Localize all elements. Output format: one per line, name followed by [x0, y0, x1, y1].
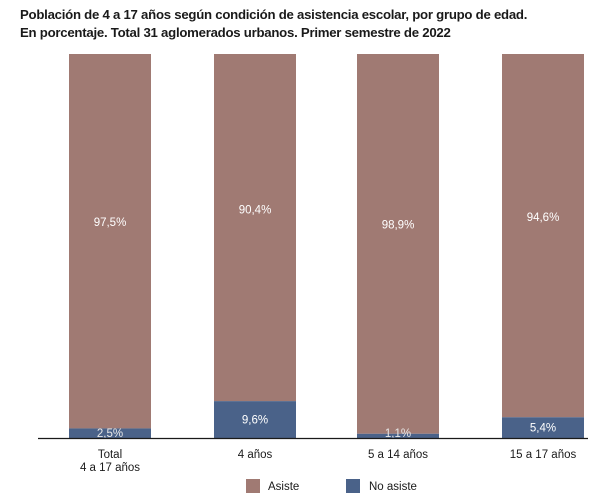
category-labels-group: Total 4 a 17 años 4 años 5 a 14 años 15 a 17…: [80, 449, 577, 474]
value-label-no-asiste-15-a-17-a-os: 5,4%: [530, 423, 556, 435]
bar-asiste-15-a-17-a-os: [502, 54, 584, 418]
bar-no-asiste-15-a-17-a-os: [502, 417, 584, 438]
value-label-no-asiste-5-a-14-a-os: 1,1%: [385, 428, 411, 440]
category-label-4-a-os: 4 años: [238, 449, 273, 461]
bars-group: [69, 54, 584, 438]
legend-swatch-no-asiste: [346, 479, 360, 493]
category-label-15-a-17-a-os: 15 a 17 años: [510, 449, 577, 461]
bar-asiste-total-4-a-17-a-os: [69, 54, 151, 429]
legend-swatch-asiste: [246, 479, 260, 493]
chart-subtitle: En porcentaje. Total 31 aglomerados urba…: [20, 25, 451, 40]
category-label-total-4-a-17-a-os: Total 4 a 17 años: [80, 449, 140, 474]
bar-no-asiste-5-a-14-a-os: [357, 433, 439, 438]
bar-no-asiste-total-4-a-17-a-os: [69, 428, 151, 438]
value-label-no-asiste-total-4-a-17-a-os: 2,5%: [97, 428, 123, 440]
value-label-asiste-4-a-os: 90,4%: [239, 205, 272, 217]
legend-label-no-asiste: No asiste: [369, 481, 417, 493]
bar-no-asiste-4-a-os: [214, 401, 296, 438]
chart-title-block: Población de 4 a 17 años según condición…: [20, 6, 580, 42]
chart-title: Población de 4 a 17 años según condición…: [20, 7, 528, 22]
value-labels-group: 97,5% 2,5% 90,4% 9,6% 98,9% 1,1% 94,6% 5,4%: [94, 205, 560, 440]
bar-asiste-4-a-os: [214, 54, 296, 402]
legend-label-asiste: Asiste: [268, 481, 299, 493]
bar-asiste-5-a-14-a-os: [357, 54, 439, 434]
value-label-asiste-5-a-14-a-os: 98,9%: [382, 220, 415, 232]
category-label-5-a-14-a-os: 5 a 14 años: [368, 449, 428, 461]
value-label-no-asiste-4-a-os: 9,6%: [242, 415, 268, 427]
value-label-asiste-15-a-17-a-os: 94,6%: [527, 212, 560, 224]
legend: Asiste No asiste: [246, 479, 417, 493]
value-label-asiste-total-4-a-17-a-os: 97,5%: [94, 217, 127, 229]
